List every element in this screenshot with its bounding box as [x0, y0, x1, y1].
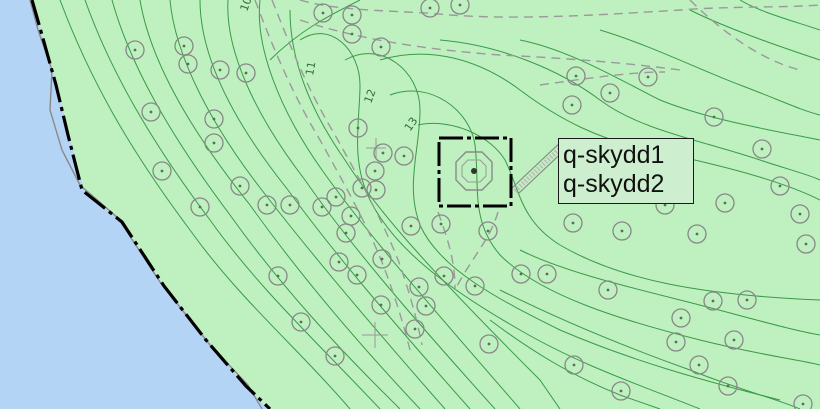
tree-symbol-icon: [563, 213, 583, 233]
tree-symbols: [125, 0, 816, 409]
survey-cross-icon: [362, 322, 388, 348]
tree-symbol-icon: [598, 280, 618, 300]
water-area: [0, 0, 268, 409]
tree-symbol-icon: [689, 355, 709, 375]
center-dot-icon: [471, 168, 477, 174]
tree-symbol-icon: [420, 0, 440, 18]
tree-symbol-icon: [342, 5, 362, 25]
tree-symbol-icon: [342, 24, 362, 44]
tree-symbol-icon: [638, 67, 658, 87]
tree-symbol-icon: [600, 83, 620, 103]
tree-symbol-icon: [401, 216, 421, 236]
tree-symbol-icon: [313, 3, 333, 23]
label-line-1: q-skydd1: [563, 141, 665, 169]
tree-symbol-icon: [366, 180, 386, 200]
tree-symbol-icon: [479, 334, 499, 354]
tree-symbol-icon: [409, 277, 429, 297]
tree-symbol-icon: [268, 266, 288, 286]
tree-symbol-icon: [718, 376, 738, 396]
footpaths: [254, 0, 820, 351]
tree-symbol-icon: [257, 195, 277, 215]
tree-symbol-icon: [511, 264, 531, 284]
tree-symbol-icon: [566, 66, 586, 86]
tree-symbol-icon: [793, 394, 813, 409]
tree-symbol-icon: [465, 276, 485, 296]
contour-label-12: 12: [362, 87, 379, 105]
tree-symbol-icon: [416, 296, 436, 316]
tree-symbol-icon: [190, 197, 210, 217]
tree-symbol-icon: [666, 332, 686, 352]
tree-symbol-icon: [796, 234, 816, 254]
tree-symbol-icon: [236, 63, 256, 83]
tree-symbol-icon: [347, 265, 367, 285]
tree-symbol-icon: [373, 143, 393, 163]
tree-symbol-icon: [752, 139, 772, 159]
tree-symbol-icon: [141, 102, 161, 122]
contour-label-10: 10: [238, 0, 255, 13]
tree-symbol-icon: [312, 197, 332, 217]
tree-symbol-icon: [671, 308, 691, 328]
tree-symbol-icon: [204, 109, 224, 129]
tree-symbol-icon: [348, 118, 368, 138]
tree-symbol-icon: [280, 195, 300, 215]
tree-symbol-icon: [611, 381, 631, 401]
tree-symbol-icon: [537, 264, 557, 284]
tree-symbol-icon: [230, 176, 250, 196]
tree-symbol-icon: [152, 161, 172, 181]
protected-object[interactable]: [437, 136, 513, 208]
tree-symbol-icon: [291, 312, 311, 332]
tree-symbol-icon: [178, 54, 198, 74]
tree-symbol-icon: [562, 95, 582, 115]
tree-symbol-icon: [737, 290, 757, 310]
tree-symbol-icon: [715, 193, 735, 213]
tree-symbol-icon: [564, 355, 584, 375]
tree-symbol-icon: [687, 224, 707, 244]
contour-label-11: 11: [303, 60, 318, 76]
tree-symbol-icon: [371, 295, 391, 315]
tree-symbol-icon: [326, 187, 346, 207]
tree-symbol-icon: [434, 266, 454, 286]
tree-symbol-icon: [204, 133, 224, 153]
tree-symbol-icon: [174, 36, 194, 56]
tree-symbol-icon: [704, 107, 724, 127]
selection-square: [437, 136, 513, 208]
contour-lines: [59, 0, 820, 409]
tree-symbol-icon: [325, 346, 345, 366]
label-line-2: q-skydd2: [563, 170, 665, 198]
tree-symbol-icon: [478, 221, 498, 241]
tree-symbol-icon: [372, 249, 392, 269]
tree-symbol-icon: [125, 40, 145, 60]
tree-symbol-icon: [703, 291, 723, 311]
tree-symbol-icon: [210, 60, 230, 80]
tree-symbol-icon: [336, 223, 356, 243]
tree-symbol-icon: [450, 0, 470, 15]
tree-symbol-icon: [790, 204, 810, 224]
object-label[interactable]: q-skydd1 q-skydd2: [558, 138, 694, 204]
tree-symbol-icon: [770, 176, 790, 196]
tree-symbol-icon: [431, 214, 451, 234]
tree-symbol-icon: [612, 221, 632, 241]
tree-symbol-icon: [394, 146, 414, 166]
tree-symbol-icon: [329, 252, 349, 272]
tree-symbol-icon: [365, 161, 385, 181]
tree-symbol-icon: [405, 319, 425, 339]
octagon-marker-icon: [455, 151, 493, 191]
tree-symbol-icon: [371, 37, 391, 57]
property-boundary: [30, 0, 272, 409]
tree-symbol-icon: [724, 330, 744, 350]
tree-symbol-icon: [352, 178, 372, 198]
